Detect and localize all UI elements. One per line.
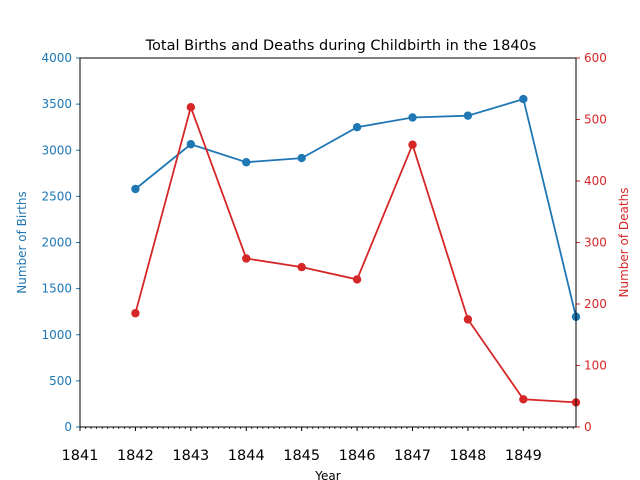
left-axis-ticks: 0 500 1000 1500 2000 2500 3000 3500 4000 <box>41 51 80 434</box>
x-tick-label: 1841 <box>62 448 99 464</box>
deaths-data-point <box>297 262 306 272</box>
left-tick-label: 3500 <box>41 97 72 111</box>
births-series-line <box>134 97 577 318</box>
chart-title: Total Births and Deaths during Childbirt… <box>145 38 537 54</box>
right-tick-label: 400 <box>584 174 607 188</box>
deaths-data-point <box>186 103 196 112</box>
left-axis-label: Number of Births <box>15 191 29 293</box>
right-tick-label: 200 <box>584 297 607 311</box>
deaths-data-point <box>519 395 528 404</box>
right-tick-label: 300 <box>584 236 607 250</box>
births-data-point <box>297 153 306 163</box>
deaths-data-point <box>131 309 140 318</box>
plot-area-frame <box>79 57 577 428</box>
right-axis-ticks: 0 100 200 300 400 500 600 <box>576 51 607 434</box>
right-axis-label: Number of Deaths <box>617 188 631 298</box>
deaths-data-point <box>352 275 362 284</box>
x-axis-label: Year <box>314 469 340 480</box>
left-tick-label: 3000 <box>41 143 72 157</box>
births-data-point <box>131 184 140 194</box>
births-data-point <box>408 113 417 122</box>
x-tick-label: 1842 <box>117 448 154 464</box>
x-tick-label: 1848 <box>449 448 486 464</box>
x-tick-label: 1847 <box>394 448 431 464</box>
left-tick-label: 4000 <box>41 51 72 65</box>
x-axis-ticks: 1841 1842 1843 1844 1845 1846 1847 1848 1849 <box>62 427 574 464</box>
births-data-point <box>352 122 362 132</box>
births-data-point <box>519 94 528 104</box>
deaths-data-point <box>463 315 473 324</box>
x-tick-label: 1843 <box>172 448 209 464</box>
left-tick-label: 0 <box>64 420 72 434</box>
births-data-point <box>463 111 473 120</box>
right-tick-label: 0 <box>584 420 592 434</box>
right-tick-label: 500 <box>584 113 607 127</box>
births-data-point <box>242 158 251 167</box>
right-tick-label: 100 <box>584 359 607 373</box>
deaths-series-line <box>134 104 577 404</box>
x-tick-label: 1845 <box>283 448 320 464</box>
left-tick-label: 1000 <box>41 328 72 342</box>
deaths-data-point <box>242 254 251 263</box>
births-data-point <box>186 140 196 149</box>
x-tick-label: 1844 <box>228 448 265 464</box>
left-tick-label: 2500 <box>41 189 72 203</box>
deaths-data-point <box>408 140 417 149</box>
x-tick-label: 1846 <box>339 448 376 464</box>
left-tick-label: 1500 <box>41 282 72 296</box>
series-layer <box>131 94 581 407</box>
right-tick-label: 600 <box>584 51 607 65</box>
left-tick-label: 500 <box>49 374 72 388</box>
left-tick-label: 2000 <box>41 236 72 250</box>
x-tick-label: 1849 <box>505 448 542 464</box>
